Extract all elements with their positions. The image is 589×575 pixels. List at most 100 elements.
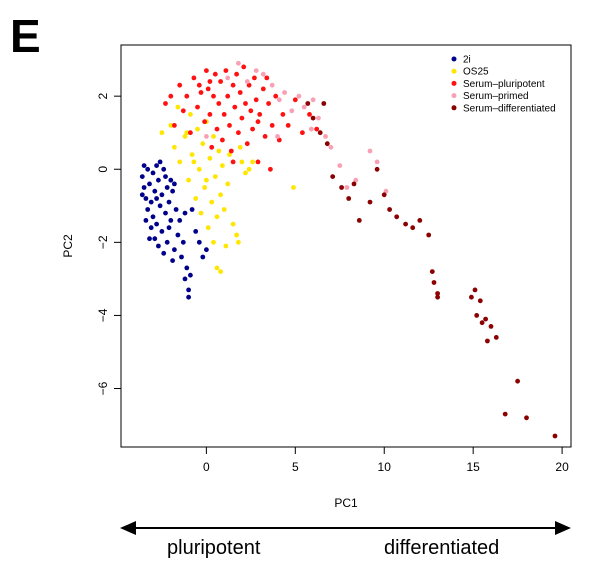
point-series-0 <box>166 199 172 205</box>
point-series-4 <box>403 221 408 227</box>
point-series-4 <box>417 218 423 223</box>
point-series-4 <box>431 280 437 285</box>
point-series-1 <box>218 192 224 198</box>
point-series-1 <box>177 159 183 165</box>
point-series-1 <box>250 159 256 165</box>
point-series-0 <box>179 254 184 260</box>
legend-marker <box>451 93 457 99</box>
point-series-2 <box>307 112 312 117</box>
point-series-2 <box>168 93 174 99</box>
point-series-3 <box>244 79 250 84</box>
point-series-1 <box>184 130 190 136</box>
point-series-1 <box>191 159 197 165</box>
point-series-2 <box>230 159 236 165</box>
arrow-right-head <box>555 521 571 535</box>
point-series-3 <box>276 97 282 103</box>
point-series-2 <box>163 101 168 106</box>
point-series-2 <box>262 134 268 139</box>
point-series-0 <box>159 229 165 234</box>
point-series-0 <box>168 177 174 183</box>
point-series-2 <box>184 93 190 99</box>
x-tick-label: 5 <box>292 460 299 474</box>
point-series-4 <box>552 433 558 439</box>
point-series-2 <box>209 144 215 150</box>
y-tick-label: −4 <box>96 308 110 322</box>
point-series-2 <box>234 71 240 77</box>
point-series-0 <box>154 196 160 201</box>
point-series-2 <box>236 130 241 136</box>
point-series-3 <box>204 134 209 139</box>
point-series-4 <box>426 232 432 238</box>
point-series-4 <box>394 214 400 220</box>
y-axis: 2 0 −2 −4 −6 <box>96 93 122 395</box>
point-series-0 <box>168 218 174 223</box>
pluripotency-arrow <box>120 521 571 535</box>
point-series-0 <box>182 276 188 282</box>
point-series-2 <box>227 123 232 128</box>
point-series-2 <box>237 90 243 95</box>
point-series-2 <box>191 75 197 81</box>
point-series-3 <box>296 93 302 99</box>
point-series-2 <box>246 82 252 88</box>
point-series-1 <box>211 239 216 245</box>
point-series-0 <box>145 207 151 212</box>
point-series-3 <box>282 90 287 95</box>
point-series-0 <box>184 265 190 271</box>
point-series-0 <box>152 236 158 242</box>
legend-marker <box>451 80 457 86</box>
point-series-1 <box>236 239 241 245</box>
point-series-2 <box>285 123 291 128</box>
panel-label: E <box>10 10 41 62</box>
point-series-2 <box>257 112 263 117</box>
x-tick-label: 0 <box>203 460 210 474</box>
point-series-2 <box>280 112 286 117</box>
point-series-0 <box>164 185 170 190</box>
point-series-4 <box>305 101 311 106</box>
point-series-1 <box>202 185 208 190</box>
point-series-0 <box>139 192 145 198</box>
point-series-1 <box>205 225 211 231</box>
point-series-4 <box>524 415 529 421</box>
point-series-0 <box>163 210 168 216</box>
point-series-4 <box>346 196 352 201</box>
point-series-4 <box>324 141 330 147</box>
point-series-1 <box>172 144 177 150</box>
point-series-4 <box>317 130 323 136</box>
legend-marker <box>451 68 457 74</box>
point-series-0 <box>189 207 195 212</box>
point-series-0 <box>150 214 156 220</box>
point-series-0 <box>172 181 177 187</box>
point-series-4 <box>429 269 435 274</box>
point-series-1 <box>193 196 199 201</box>
point-series-2 <box>250 126 256 132</box>
point-series-0 <box>159 192 165 198</box>
point-series-4 <box>339 185 344 190</box>
point-series-4 <box>515 378 520 384</box>
point-series-1 <box>159 130 165 136</box>
point-series-1 <box>198 210 204 216</box>
point-series-3 <box>323 134 328 139</box>
legend-label: 2i <box>463 55 471 66</box>
point-series-2 <box>255 159 261 165</box>
point-series-2 <box>188 130 193 136</box>
point-series-3 <box>275 134 280 139</box>
point-series-2 <box>196 82 202 88</box>
arrow-left-head <box>120 521 136 535</box>
point-series-3 <box>337 163 343 169</box>
point-series-1 <box>246 166 252 172</box>
point-series-3 <box>253 68 259 73</box>
point-series-2 <box>218 79 224 84</box>
point-series-2 <box>239 115 245 121</box>
point-series-2 <box>207 112 213 117</box>
point-series-2 <box>225 93 231 99</box>
point-series-0 <box>141 163 147 169</box>
point-series-4 <box>351 181 357 187</box>
point-series-3 <box>316 115 321 121</box>
point-series-2 <box>205 86 211 92</box>
point-series-0 <box>200 254 206 260</box>
point-series-3 <box>301 104 307 110</box>
point-series-2 <box>216 101 222 106</box>
point-series-2 <box>300 130 305 136</box>
point-series-4 <box>485 338 490 344</box>
point-series-2 <box>264 75 270 81</box>
